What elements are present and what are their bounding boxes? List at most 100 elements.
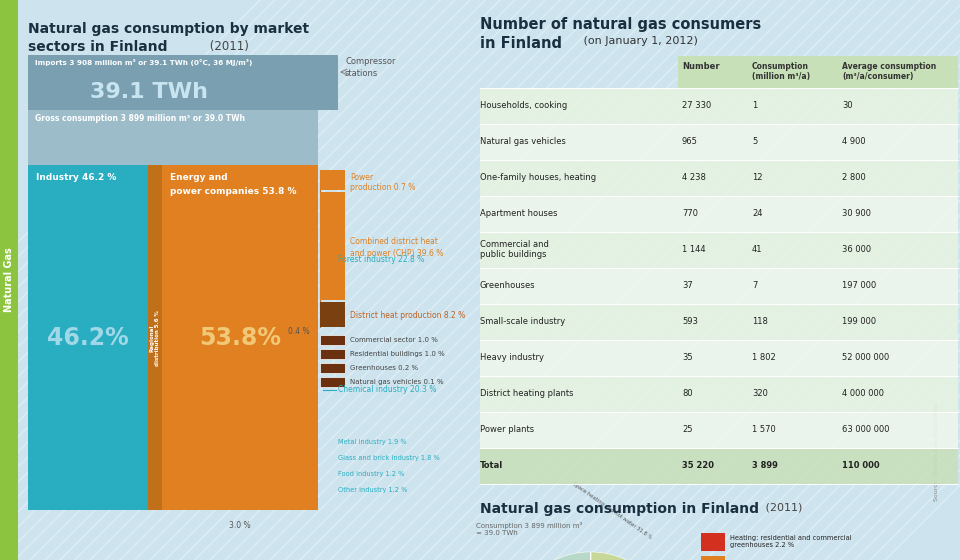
Text: 37: 37 — [682, 282, 693, 291]
Bar — [478, 412, 958, 448]
Text: 4 900: 4 900 — [842, 138, 866, 147]
Text: 4 238: 4 238 — [682, 174, 706, 183]
Wedge shape — [506, 552, 590, 560]
Text: Small-scale industry: Small-scale industry — [480, 318, 565, 326]
Text: Forest industry 22.8 %: Forest industry 22.8 % — [338, 255, 424, 264]
Text: stations: stations — [345, 69, 378, 78]
Text: production 0.7 %: production 0.7 % — [350, 184, 416, 193]
Text: (2011): (2011) — [762, 502, 803, 512]
Text: Natural gas vehicles: Natural gas vehicles — [480, 138, 565, 147]
Text: Residential buildings 1.0 %: Residential buildings 1.0 % — [350, 351, 444, 357]
Text: 770: 770 — [682, 209, 698, 218]
Bar — [320, 363, 345, 373]
Text: District heat production 8.2 %: District heat production 8.2 % — [350, 310, 466, 320]
Text: Other industry 1.2 %: Other industry 1.2 % — [338, 487, 407, 493]
Text: District heating plants: District heating plants — [480, 390, 573, 399]
Bar — [320, 302, 345, 327]
Text: Average consumption
(m³/a/consumer): Average consumption (m³/a/consumer) — [842, 62, 936, 81]
Text: in Finland: in Finland — [480, 36, 562, 51]
Bar — [162, 165, 318, 510]
Bar — [28, 55, 338, 110]
Text: 118: 118 — [752, 318, 768, 326]
Bar — [28, 165, 148, 510]
Text: 1 802: 1 802 — [752, 353, 776, 362]
Text: Apartment houses: Apartment houses — [480, 209, 558, 218]
Text: Heavy industry: Heavy industry — [480, 353, 544, 362]
Text: Commercial and: Commercial and — [480, 240, 549, 249]
Text: Total: Total — [480, 461, 503, 470]
Text: Natural gas consumption in Finland: Natural gas consumption in Finland — [480, 502, 759, 516]
Bar — [678, 56, 958, 88]
Text: 965: 965 — [682, 138, 698, 147]
Text: 36 000: 36 000 — [842, 245, 871, 254]
Text: 3 899: 3 899 — [752, 461, 778, 470]
Bar — [478, 448, 958, 484]
Text: 63 000 000: 63 000 000 — [842, 426, 890, 435]
Bar — [320, 192, 345, 300]
Text: Energy and: Energy and — [170, 173, 228, 182]
Bar — [148, 165, 162, 510]
Text: 320: 320 — [752, 390, 768, 399]
Bar — [320, 170, 345, 190]
Bar — [320, 335, 345, 345]
Text: 199 000: 199 000 — [842, 318, 876, 326]
Text: Imports 3 908 million m³ or 39.1 TWh (0°C, 36 MJ/m³): Imports 3 908 million m³ or 39.1 TWh (0°… — [35, 59, 252, 66]
Wedge shape — [590, 552, 675, 560]
Text: 30: 30 — [842, 101, 852, 110]
Text: sectors in Finland: sectors in Finland — [28, 40, 167, 54]
Text: 593: 593 — [682, 318, 698, 326]
Text: Power: Power — [350, 174, 373, 183]
Text: Regional
distribution 5.6 %: Regional distribution 5.6 % — [150, 310, 160, 366]
Bar — [478, 196, 958, 232]
Text: Metal industry 1.9 %: Metal industry 1.9 % — [338, 439, 407, 445]
Text: Gross consumption 3 899 million m³ or 39.0 TWh: Gross consumption 3 899 million m³ or 39… — [35, 114, 245, 123]
Text: Heating: residential and commercial
greenhouses 2.2 %: Heating: residential and commercial gree… — [730, 535, 852, 548]
Text: 12: 12 — [752, 174, 762, 183]
Bar — [701, 556, 725, 560]
Text: Space heating and hot water 31.8 %: Space heating and hot water 31.8 % — [570, 480, 653, 540]
Text: and power (CHP) 39.6 %: and power (CHP) 39.6 % — [350, 249, 444, 258]
Text: 7: 7 — [752, 282, 757, 291]
Text: Natural Gas: Natural Gas — [4, 248, 14, 312]
Bar — [478, 88, 958, 124]
Bar — [701, 533, 725, 551]
Text: 197 000: 197 000 — [842, 282, 876, 291]
Text: Chemical industry 20.3 %: Chemical industry 20.3 % — [338, 385, 437, 394]
Text: Combined district heat: Combined district heat — [350, 237, 438, 246]
Text: Greenhouses 0.2 %: Greenhouses 0.2 % — [350, 365, 419, 371]
Bar — [478, 340, 958, 376]
Text: Number of natural gas consumers: Number of natural gas consumers — [480, 17, 761, 32]
Text: (on January 1, 2012): (on January 1, 2012) — [580, 36, 698, 46]
Text: Greenhouses: Greenhouses — [480, 282, 536, 291]
Text: 41: 41 — [752, 245, 762, 254]
Text: Industry 46.2 %: Industry 46.2 % — [36, 173, 116, 182]
Text: 53.8%: 53.8% — [199, 326, 281, 350]
Bar — [478, 304, 958, 340]
Text: power companies 53.8 %: power companies 53.8 % — [170, 187, 297, 196]
Text: Consumption 3 899 million m³
= 39.0 TWh: Consumption 3 899 million m³ = 39.0 TWh — [476, 522, 583, 536]
Text: 3.0 %: 3.0 % — [229, 520, 251, 530]
Text: 80: 80 — [682, 390, 692, 399]
Bar — [320, 377, 345, 387]
Text: 30 900: 30 900 — [842, 209, 871, 218]
Text: 5: 5 — [752, 138, 757, 147]
Text: Power plants: Power plants — [480, 426, 534, 435]
Text: 24: 24 — [752, 209, 762, 218]
Text: 27 330: 27 330 — [682, 101, 711, 110]
Text: 35 220: 35 220 — [682, 461, 714, 470]
Text: Natural gas vehicles 0.1 %: Natural gas vehicles 0.1 % — [350, 379, 444, 385]
Text: Consumption
(million m³/a): Consumption (million m³/a) — [752, 62, 810, 81]
Text: Source: Finnish Gas Association: Source: Finnish Gas Association — [933, 401, 939, 501]
Bar — [478, 268, 958, 304]
Text: One-family houses, heating: One-family houses, heating — [480, 174, 596, 183]
Text: 1 144: 1 144 — [682, 245, 706, 254]
Text: Natural gas consumption by market: Natural gas consumption by market — [28, 22, 309, 36]
Text: Households, cooking: Households, cooking — [480, 101, 567, 110]
Text: Number: Number — [682, 62, 720, 71]
Bar — [28, 110, 318, 165]
Text: 52 000 000: 52 000 000 — [842, 353, 889, 362]
Bar — [478, 124, 958, 160]
Text: 110 000: 110 000 — [842, 461, 879, 470]
Text: 0.4 %: 0.4 % — [288, 328, 310, 337]
Bar — [320, 349, 345, 359]
